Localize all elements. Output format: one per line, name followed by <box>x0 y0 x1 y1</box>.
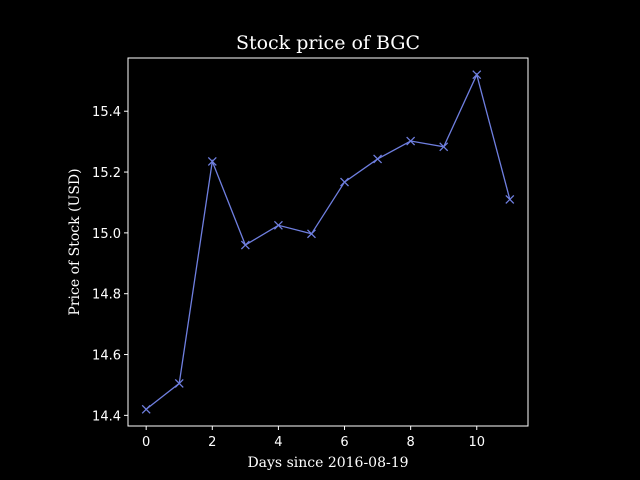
chart-title: Stock price of BGC <box>236 32 420 54</box>
y-axis-label: Price of Stock (USD) <box>67 168 83 315</box>
data-point-marker <box>307 229 316 239</box>
y-tick-label: 15.4 <box>92 105 121 120</box>
data-point-marker <box>340 177 349 187</box>
data-point-marker <box>472 70 482 80</box>
data-point-marker <box>240 240 250 250</box>
series-group <box>141 70 515 414</box>
y-tick-label: 15.0 <box>92 227 121 242</box>
y-tick-label: 14.8 <box>92 288 121 303</box>
plot-area <box>127 57 529 427</box>
data-point-marker <box>141 404 151 414</box>
x-axis-label: Days since 2016-08-19 <box>247 455 408 471</box>
x-tick-label: 8 <box>407 435 415 450</box>
x-tick-label: 10 <box>468 435 485 450</box>
data-point-marker <box>174 378 184 388</box>
y-tick-label: 14.4 <box>92 409 121 424</box>
x-tick-label: 4 <box>274 435 282 450</box>
data-point-marker <box>439 142 449 152</box>
x-tick-label: 6 <box>340 435 348 450</box>
x-axis: 0 2 4 6 8 10 <box>142 426 485 450</box>
data-point-marker <box>207 156 217 166</box>
series-line <box>145 72 511 410</box>
y-tick-label: 15.2 <box>92 166 121 181</box>
y-axis: 14.4 14.6 14.8 15.0 15.2 15.4 <box>92 105 128 424</box>
data-point-marker <box>373 154 383 164</box>
x-tick-label: 2 <box>208 435 216 450</box>
data-point-marker <box>273 220 283 230</box>
data-point-marker <box>406 136 416 146</box>
x-tick-label: 0 <box>142 435 150 450</box>
y-tick-label: 14.6 <box>92 349 121 364</box>
data-point-marker <box>505 194 515 204</box>
